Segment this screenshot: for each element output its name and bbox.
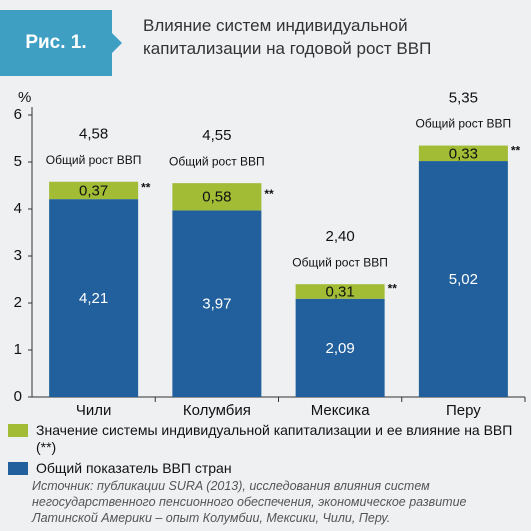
legend-swatch: [8, 424, 28, 437]
value-label: 0,37: [79, 182, 108, 199]
y-tick-label: 1: [14, 341, 22, 358]
x-tick-label: Чили: [76, 402, 112, 419]
total-label: 2,40: [326, 228, 355, 245]
bar-segment: [49, 181, 139, 200]
bar-segment: [418, 161, 508, 397]
total-label: 4,58: [79, 126, 108, 143]
note-marker: **: [388, 282, 398, 296]
legend-item: Значение системы индивидуальной капитали…: [8, 422, 528, 456]
note-marker: **: [141, 181, 151, 195]
y-tick-label: 5: [14, 153, 22, 170]
legend-item: Общий показатель ВВП стран: [8, 460, 528, 477]
total-caption: Общий рост ВВП: [292, 255, 388, 269]
legend-label: Значение системы индивидуальной капитали…: [36, 422, 513, 455]
bar-segment: [172, 183, 262, 211]
value-label: 0,58: [202, 189, 231, 206]
bar-segment: [172, 210, 262, 397]
figure-label: Рис. 1.: [0, 10, 112, 76]
x-tick-label: Мексика: [311, 402, 371, 419]
y-tick-label: 2: [14, 294, 22, 311]
chart-title: Влияние систем индивидуальной капитализа…: [143, 16, 432, 58]
bar-segment: [295, 284, 385, 299]
y-tick-label: 3: [14, 247, 22, 264]
x-tick-label: Колумбия: [183, 402, 251, 419]
y-tick-label: 6: [14, 106, 22, 123]
total-caption: Общий рост ВВП: [46, 153, 142, 167]
value-label: 0,31: [326, 283, 355, 300]
bar-segment: [49, 199, 139, 397]
value-label: 0,33: [449, 145, 478, 162]
total-caption: Общий рост ВВП: [416, 117, 512, 131]
value-label: 5,02: [449, 271, 478, 288]
total-caption: Общий рост ВВП: [169, 154, 265, 168]
y-axis-label: %: [18, 89, 31, 106]
figure-arrow: [112, 33, 122, 53]
value-label: 3,97: [202, 296, 231, 313]
note-marker: **: [264, 187, 274, 201]
y-tick-label: 0: [14, 388, 22, 405]
value-label: 4,21: [79, 290, 108, 307]
total-label: 5,35: [449, 90, 478, 107]
total-label: 4,55: [202, 127, 231, 144]
source-note: Источник: публикации SURA (2013), исслед…: [32, 479, 467, 525]
y-tick-label: 4: [14, 200, 22, 217]
bar-segment: [295, 298, 385, 397]
x-tick-label: Перу: [446, 402, 481, 419]
bar-segment: [418, 145, 508, 162]
note-marker: **: [511, 143, 521, 157]
value-label: 2,09: [326, 340, 355, 357]
legend-label: Общий показатель ВВП стран: [36, 460, 232, 476]
legend-swatch: [8, 462, 28, 475]
